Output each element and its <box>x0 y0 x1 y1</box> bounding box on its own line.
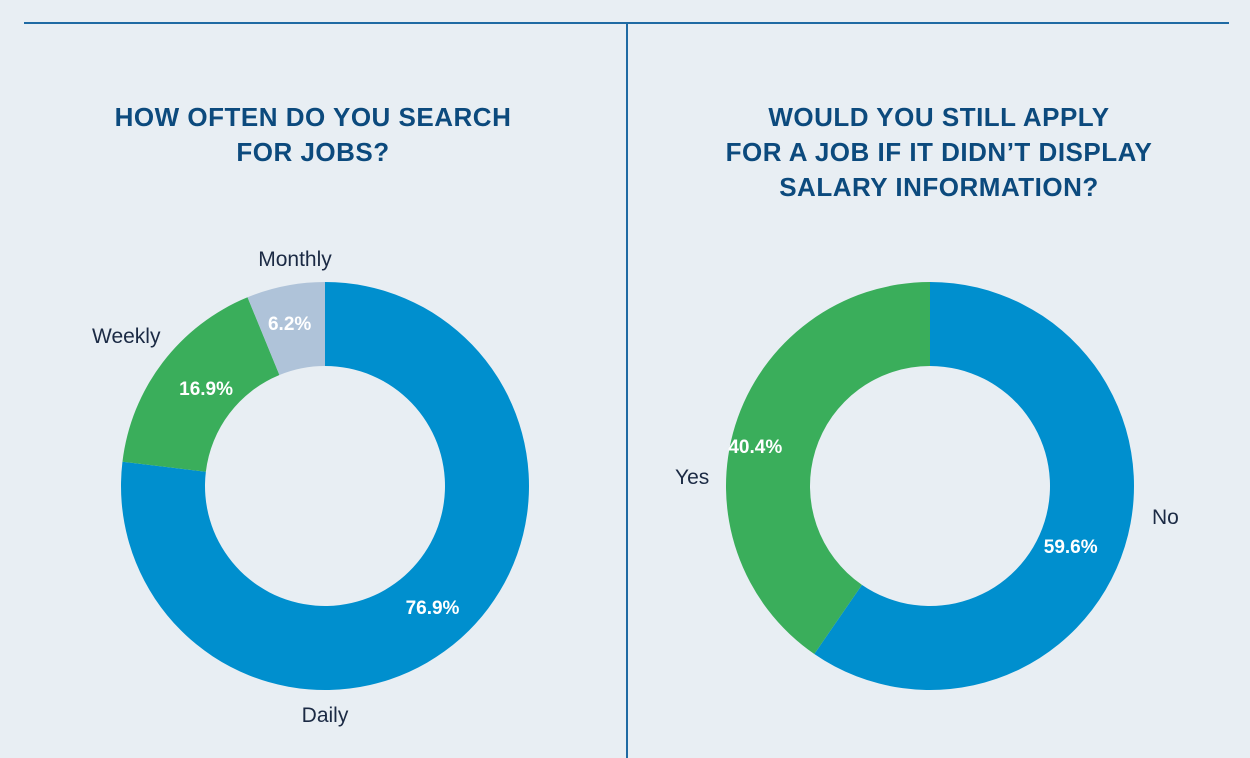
data-label-no: 59.6% <box>1044 537 1098 558</box>
chart-title-line: HOW OFTEN DO YOU SEARCH <box>114 102 512 132</box>
category-label-no: No <box>1152 506 1179 529</box>
data-label-monthly: 6.2% <box>268 314 311 335</box>
chart-title-line: FOR JOBS? <box>236 137 390 167</box>
chart-panel-apply-without-salary: WOULD YOU STILL APPLY FOR A JOB IF IT DI… <box>628 0 1250 758</box>
data-label-yes: 40.4% <box>728 437 782 458</box>
chart-title-line: SALARY INFORMATION? <box>779 172 1099 202</box>
donut-chart-search-frequency: 76.9% Daily 16.9% Weekly 6.2% Monthly <box>92 248 530 727</box>
data-label-daily: 76.9% <box>406 598 460 619</box>
category-label-yes: Yes <box>675 466 709 489</box>
chart-title-line: WOULD YOU STILL APPLY <box>768 102 1110 132</box>
slice-no <box>814 282 1134 690</box>
category-label-monthly: Monthly <box>258 248 332 271</box>
slice-daily <box>121 282 530 690</box>
category-label-daily: Daily <box>302 704 349 727</box>
slice-weekly <box>122 297 280 472</box>
chart-panel-search-frequency: HOW OFTEN DO YOU SEARCH FOR JOBS? 76.9% D… <box>0 100 626 727</box>
chart-title: WOULD YOU STILL APPLY FOR A JOB IF IT DI… <box>628 100 1250 205</box>
chart-title-line: FOR A JOB IF IT DIDN’T DISPLAY <box>725 137 1153 167</box>
chart-title: HOW OFTEN DO YOU SEARCH FOR JOBS? <box>0 100 626 170</box>
data-label-weekly: 16.9% <box>179 379 233 400</box>
category-label-weekly: Weekly <box>92 325 161 348</box>
donut-chart-apply-without-salary: 59.6% No 40.4% Yes <box>675 282 1179 690</box>
panel-divider <box>626 22 628 758</box>
slice-monthly <box>247 282 325 375</box>
slice-yes <box>726 282 930 655</box>
